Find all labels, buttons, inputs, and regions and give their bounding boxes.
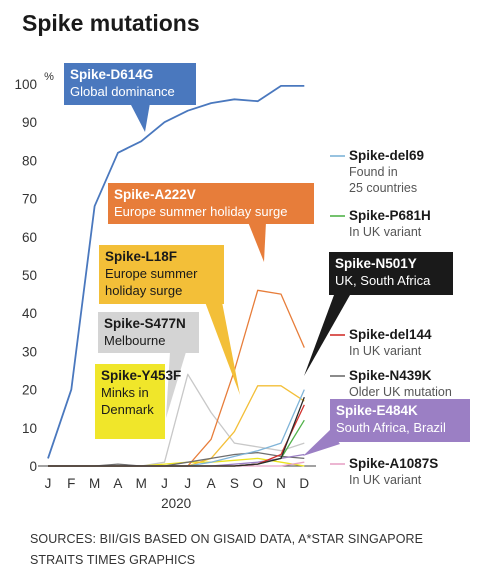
callout-pointers [130, 103, 350, 456]
y-tick-label: 70 [22, 192, 37, 207]
callout-spike-s477n-box [98, 312, 199, 353]
y-tick-label: 60 [22, 230, 37, 245]
y-tick-label: 20 [22, 383, 37, 398]
chart-legend: Spike-del69 Found in 25 countries Spike-P68… [330, 148, 452, 487]
series-line-spike-d614g [47, 85, 305, 459]
callout-spike-l18f-text: holiday surge [105, 283, 182, 298]
callout-pointer-spike-a222v [248, 222, 266, 262]
legend-spike-a1087s-name: Spike-A1087S [349, 456, 438, 471]
x-axis-label: 2020 [161, 496, 191, 511]
legend-spike-del69-note: Found in [349, 165, 398, 179]
callout-spike-a222v-title: Spike-A222V [114, 187, 196, 202]
callout-boxes: Spike-D614G Global dominance Spike-A222V Eu… [64, 63, 470, 442]
callout-spike-l18f-title: Spike-L18F [105, 249, 177, 264]
callout-spike-e484k-text: South Africa, Brazil [336, 420, 446, 435]
series-line-spike-s477n [48, 373, 305, 467]
x-tick-label: F [67, 476, 75, 491]
legend-spike-del144-name: Spike-del144 [349, 327, 432, 342]
callout-pointer-spike-d614g [130, 103, 150, 132]
callout-spike-d614g-box [64, 63, 196, 105]
y-tick-label: 40 [22, 306, 37, 321]
x-tick-label: J [161, 476, 168, 491]
legend-spike-del69-note: 25 countries [349, 181, 417, 195]
callout-pointer-spike-s477n [166, 352, 186, 418]
y-tick-label: 10 [22, 421, 37, 436]
y-tick-label: 80 [22, 153, 37, 168]
y-tick-label: 50 [22, 268, 37, 283]
chart-series-lines [47, 85, 305, 467]
page-title: Spike mutations [22, 10, 200, 36]
legend-spike-del69-name: Spike-del69 [349, 148, 424, 163]
series-line-spike-del144 [48, 404, 305, 467]
x-tick-label: A [207, 476, 216, 491]
x-tick-label: N [276, 476, 286, 491]
legend-spike-a1087s-note: In UK variant [349, 473, 422, 487]
callout-spike-n501y-text: UK, South Africa [335, 273, 431, 288]
callout-spike-s477n-title: Spike-S477N [104, 316, 186, 331]
source-line-1: SOURCES: BII/GIS BASED ON GISAID DATA, A… [30, 532, 424, 546]
y-tick-label: 100 [14, 77, 37, 92]
callout-spike-n501y-title: Spike-N501Y [335, 256, 417, 271]
callout-spike-l18f-box [99, 245, 224, 304]
callout-spike-e484k-box [330, 399, 470, 442]
callout-spike-a222v-text: Europe summer holiday surge [114, 204, 287, 219]
callout-spike-l18f-text: Europe summer [105, 266, 198, 281]
x-tick-label: J [45, 476, 52, 491]
x-tick-label: A [113, 476, 122, 491]
callout-spike-e484k-title: Spike-E484K [336, 403, 418, 418]
x-tick-label: M [89, 476, 100, 491]
x-tick-label: J [184, 476, 191, 491]
callout-spike-s477n-text: Melbourne [104, 333, 165, 348]
callout-pointer-spike-n501y [304, 295, 350, 376]
y-axis-label: % [44, 71, 54, 83]
callout-spike-a222v-box [108, 183, 314, 224]
series-line-spike-n501y [48, 396, 305, 467]
x-tick-label: S [230, 476, 239, 491]
callout-spike-d614g-title: Spike-D614G [70, 67, 153, 82]
callout-spike-n501y-box [329, 252, 453, 295]
callout-pointer-spike-l18f [205, 302, 240, 395]
legend-spike-p681h-note: In UK variant [349, 225, 422, 239]
source-line-2: STRAITS TIMES GRAPHICS [30, 553, 196, 567]
y-tick-label: 0 [29, 459, 37, 474]
y-tick-label: 30 [22, 344, 37, 359]
callout-spike-y453f-title: Spike-Y453F [101, 368, 181, 383]
x-tick-label: M [136, 476, 147, 491]
legend-spike-n439k-note: Older UK mutation [349, 385, 452, 399]
x-tick-label: O [252, 476, 263, 491]
callout-spike-d614g-text: Global dominance [70, 84, 175, 99]
legend-spike-p681h-name: Spike-P681H [349, 208, 431, 223]
callout-spike-y453f-text: Denmark [101, 402, 154, 417]
legend-spike-n439k-name: Spike-N439K [349, 368, 432, 383]
legend-spike-del144-note: In UK variant [349, 344, 422, 358]
y-tick-label: 90 [22, 115, 37, 130]
callout-spike-y453f-box [95, 364, 165, 439]
x-tick-label: D [299, 476, 309, 491]
callout-spike-y453f-text: Minks in [101, 385, 149, 400]
